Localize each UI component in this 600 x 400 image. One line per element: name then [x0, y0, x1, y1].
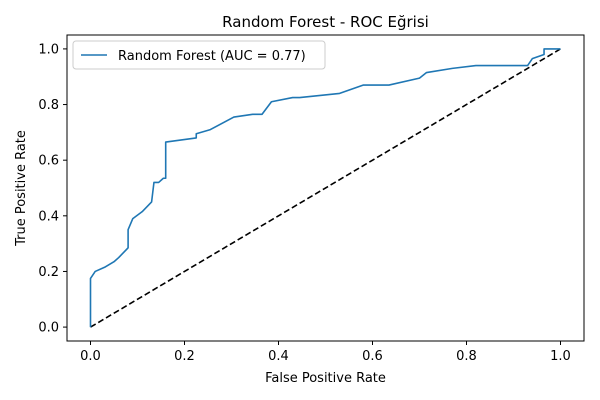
y-tick-label: 0.2: [38, 265, 59, 280]
chance-diagonal-line: [90, 48, 561, 328]
roc-curve-line: [89, 48, 561, 328]
x-tick-label: 0.0: [80, 349, 101, 364]
x-tick-label: 0.2: [174, 349, 195, 364]
series-layer: [89, 48, 561, 328]
chart-title: Random Forest - ROC Eğrisi: [222, 13, 429, 31]
x-tick-label: 0.6: [362, 349, 383, 364]
legend-label: Random Forest (AUC = 0.77): [118, 49, 306, 64]
legend-box: [72, 40, 326, 70]
y-axis-label: True Positive Rate: [14, 130, 29, 247]
legend: Random Forest (AUC = 0.77): [72, 40, 326, 70]
y-tick-label: 0.8: [38, 98, 59, 113]
x-tick-label: 1.0: [550, 349, 571, 364]
y-tick-label: 1.0: [38, 42, 59, 57]
tick-layer: 0.0 0.2 0.4 0.6 0.8 1.0 0.0 0.2 0.4 0.6 0.8 1.0: [38, 42, 571, 364]
y-tick-label: 0.0: [38, 321, 59, 336]
y-tick-label: 0.4: [38, 209, 59, 224]
y-tick-label: 0.6: [38, 154, 59, 169]
axes-frame: [66, 34, 585, 342]
x-tick-label: 0.8: [456, 349, 477, 364]
x-tick-label: 0.4: [268, 349, 289, 364]
x-axis-label: False Positive Rate: [265, 371, 386, 386]
